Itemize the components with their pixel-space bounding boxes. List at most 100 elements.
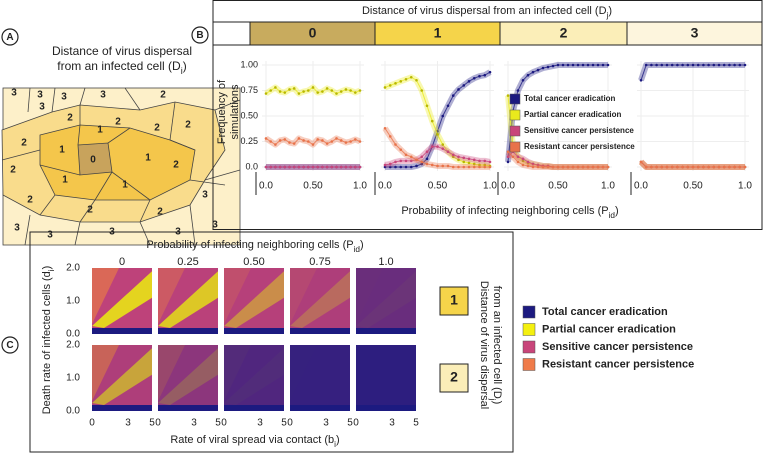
point bbox=[446, 150, 450, 153]
heatmap-region bbox=[356, 345, 416, 411]
point bbox=[571, 63, 575, 67]
cell-label: 2 bbox=[115, 117, 121, 128]
point bbox=[665, 63, 669, 67]
point bbox=[269, 165, 273, 169]
point bbox=[409, 155, 413, 159]
row-label-box bbox=[439, 286, 469, 316]
point bbox=[561, 165, 565, 169]
column-label: 0.75 bbox=[309, 256, 330, 268]
point bbox=[297, 137, 301, 140]
point bbox=[478, 163, 481, 167]
point bbox=[339, 90, 343, 93]
point bbox=[536, 163, 540, 167]
point bbox=[506, 150, 510, 153]
point bbox=[472, 165, 476, 169]
point bbox=[388, 135, 392, 138]
x-tick-label: 0 bbox=[287, 418, 293, 429]
cell-label: 0 bbox=[90, 155, 96, 166]
point bbox=[722, 63, 726, 67]
text-part: ) bbox=[491, 401, 503, 405]
chart-title: Distance of virus dispersal from an infe… bbox=[362, 5, 612, 20]
cell-label: 1 bbox=[145, 153, 151, 164]
legend-label: Resistant cancer persistence bbox=[524, 142, 635, 151]
point bbox=[446, 104, 450, 108]
point bbox=[483, 159, 487, 163]
tab-label: 3 bbox=[691, 25, 699, 41]
y-tick-label: 0.0 bbox=[245, 161, 258, 171]
point bbox=[283, 138, 287, 141]
point bbox=[650, 165, 653, 169]
point bbox=[639, 79, 643, 82]
point bbox=[707, 165, 710, 169]
point bbox=[743, 165, 747, 169]
point bbox=[307, 165, 310, 169]
point bbox=[383, 126, 387, 130]
point bbox=[311, 143, 315, 146]
point bbox=[330, 140, 334, 143]
point bbox=[472, 158, 476, 162]
point bbox=[526, 160, 530, 164]
point bbox=[283, 91, 287, 94]
point bbox=[561, 63, 565, 67]
subscript: j bbox=[488, 398, 497, 401]
point bbox=[506, 160, 510, 164]
cell-label: 1 bbox=[59, 145, 65, 156]
point bbox=[451, 153, 455, 157]
point bbox=[311, 165, 315, 169]
point bbox=[264, 137, 268, 140]
tab-label: 2 bbox=[560, 25, 568, 41]
point bbox=[717, 63, 721, 67]
cell-label: 3 bbox=[109, 227, 115, 238]
legend-label: Total cancer eradication bbox=[524, 94, 616, 103]
text-part: ) bbox=[336, 434, 340, 446]
text-part: ) bbox=[360, 239, 364, 251]
point bbox=[581, 63, 585, 67]
x-tick-label: 5 bbox=[281, 418, 287, 429]
point bbox=[394, 160, 397, 164]
legend-swatch bbox=[509, 125, 521, 137]
y-tick-label: 1.0 bbox=[66, 373, 80, 384]
cell-label: 2 bbox=[67, 113, 73, 124]
point bbox=[707, 63, 710, 67]
x-tick-label: 1.0 bbox=[738, 181, 752, 192]
point bbox=[483, 165, 487, 169]
cell-label: 3 bbox=[202, 190, 208, 201]
x-tick-label: 5 bbox=[413, 418, 419, 429]
point bbox=[521, 79, 525, 82]
point bbox=[344, 88, 348, 91]
y-tick-label: 0.50 bbox=[240, 110, 258, 120]
point bbox=[420, 160, 424, 164]
cell-label: 1 bbox=[97, 125, 103, 136]
subscript: i bbox=[334, 440, 336, 449]
point bbox=[691, 63, 695, 67]
point bbox=[576, 165, 580, 169]
x-tick-label: 0.50 bbox=[683, 181, 703, 192]
point bbox=[436, 145, 439, 148]
point bbox=[681, 63, 684, 67]
heatmap-region bbox=[356, 405, 416, 411]
point bbox=[531, 70, 535, 74]
column-label: 0 bbox=[119, 256, 125, 268]
point bbox=[591, 63, 595, 67]
heatmap-region bbox=[92, 405, 152, 411]
point bbox=[436, 164, 439, 168]
point bbox=[606, 165, 610, 169]
point bbox=[576, 63, 580, 67]
point bbox=[650, 63, 653, 67]
cell-label: 2 bbox=[160, 90, 166, 101]
point bbox=[264, 92, 268, 95]
point bbox=[696, 63, 700, 67]
point bbox=[358, 165, 362, 169]
y-tick-label: 0.75 bbox=[240, 85, 258, 95]
heatmap-region bbox=[92, 268, 119, 324]
point bbox=[488, 160, 492, 164]
heatmap-region bbox=[290, 268, 317, 324]
heatmap-region bbox=[92, 271, 152, 328]
point bbox=[457, 158, 460, 162]
point bbox=[354, 91, 357, 94]
legend-swatch bbox=[522, 323, 536, 336]
heatmap-region bbox=[290, 345, 350, 411]
point bbox=[457, 155, 460, 159]
point bbox=[404, 159, 408, 163]
heatmap-region bbox=[158, 268, 218, 334]
